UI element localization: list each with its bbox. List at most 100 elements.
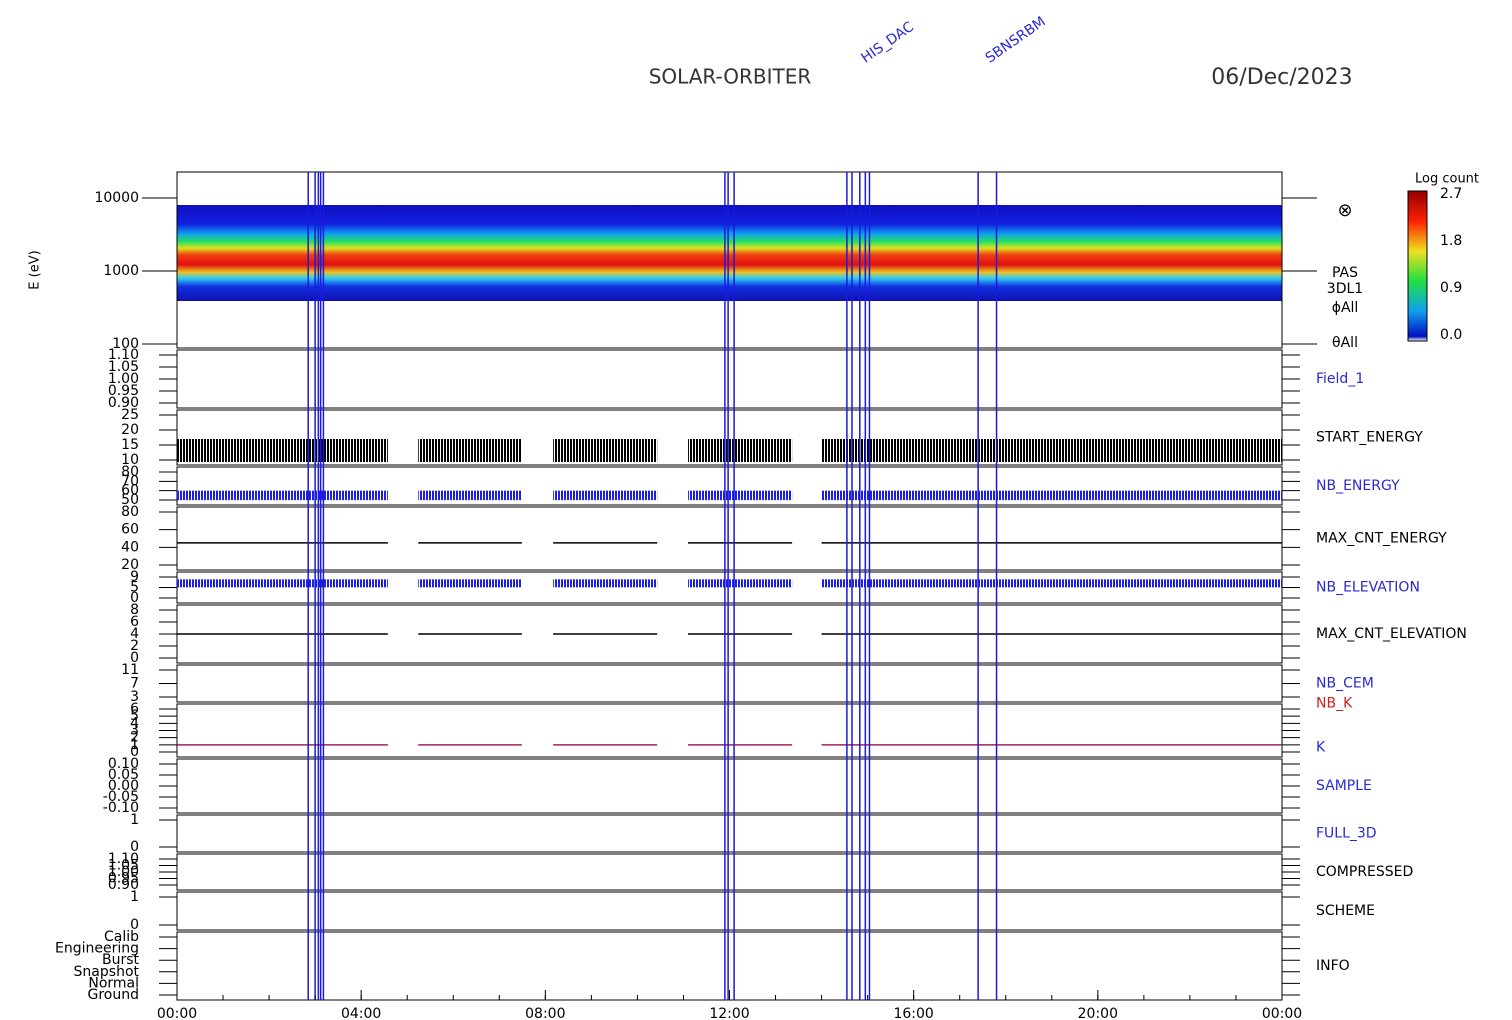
y-label: E (eV) bbox=[28, 250, 43, 289]
y-tick-label: -0.05 bbox=[103, 789, 139, 805]
trace bbox=[553, 579, 658, 588]
event-label: SBNSRBM bbox=[983, 14, 1049, 67]
spec-label: PAS bbox=[1332, 265, 1358, 281]
y-tick-label: 0 bbox=[130, 590, 139, 606]
spec-label: θAll bbox=[1332, 335, 1358, 351]
panel-label: MAX_CNT_ELEVATION bbox=[1316, 626, 1467, 642]
y-tick-label: 0 bbox=[130, 839, 139, 855]
trace bbox=[821, 490, 1282, 501]
y-tick-label: Normal bbox=[88, 975, 139, 991]
y-tick-label: 11 bbox=[121, 662, 139, 678]
panel-label: FULL_3D bbox=[1316, 826, 1377, 842]
panel-frame bbox=[176, 506, 1283, 571]
panel-frame bbox=[176, 171, 1283, 349]
y-tick-label: 20 bbox=[121, 557, 139, 573]
trace bbox=[177, 579, 388, 588]
y-tick-label: 20 bbox=[121, 422, 139, 438]
colorbar-tick: 0.9 bbox=[1440, 280, 1462, 296]
spec-label: 3DL1 bbox=[1327, 281, 1363, 297]
panel-frame bbox=[176, 703, 1283, 758]
panel-label: NB_CEM bbox=[1316, 676, 1374, 692]
panel-frame bbox=[176, 931, 1283, 1001]
event-label: HIS_DAC bbox=[858, 19, 917, 67]
y-tick-label: 6 bbox=[130, 614, 139, 630]
y-tick-label: 60 bbox=[121, 522, 139, 538]
y-tick-label: 1.10 bbox=[108, 851, 139, 867]
y-tick-label: 0.90 bbox=[108, 877, 139, 893]
panel-label: K bbox=[1316, 740, 1326, 756]
x-tick-label: 00:00 bbox=[157, 1006, 197, 1020]
panel-frame bbox=[176, 664, 1283, 703]
colorbar-title: Log count bbox=[1415, 172, 1479, 187]
x-tick-label: 00:00 bbox=[1262, 1006, 1302, 1020]
y-tick-label: Ground bbox=[88, 987, 140, 1003]
y-tick-label: 1.00 bbox=[108, 864, 139, 880]
colorbar bbox=[1407, 190, 1428, 342]
y-tick-label: 100 bbox=[112, 336, 139, 352]
y-tick-label: 9 bbox=[130, 569, 139, 585]
y-tick-label: 8 bbox=[130, 602, 139, 618]
y-tick-label: 0.00 bbox=[108, 778, 139, 794]
x-tick-label: 12:00 bbox=[709, 1006, 749, 1020]
panel-frame bbox=[176, 814, 1283, 853]
y-tick-label: 0.95 bbox=[108, 383, 139, 399]
y-tick-label: 7 bbox=[130, 676, 139, 692]
y-tick-label: 0.95 bbox=[108, 871, 139, 887]
panel-label: NB_ENERGY bbox=[1316, 478, 1400, 494]
panel-frame bbox=[176, 466, 1283, 506]
panel-label: SAMPLE bbox=[1316, 778, 1372, 794]
y-tick-label: Snapshot bbox=[74, 964, 140, 980]
trace bbox=[821, 439, 1282, 462]
y-tick-label: 2 bbox=[130, 730, 139, 746]
y-tick-label: 5 bbox=[130, 708, 139, 724]
y-tick-label: Engineering bbox=[55, 941, 139, 957]
y-tick-label: 10000 bbox=[94, 190, 139, 206]
y-tick-label: 0 bbox=[130, 744, 139, 760]
x-tick-label: 16:00 bbox=[893, 1006, 933, 1020]
trace bbox=[821, 579, 1282, 588]
panel-frame bbox=[176, 891, 1283, 931]
y-tick-label: 50 bbox=[121, 492, 139, 508]
y-tick-label: 1 bbox=[130, 812, 139, 828]
y-tick-label: 0.90 bbox=[108, 395, 139, 411]
panel-label: INFO bbox=[1316, 958, 1350, 974]
y-tick-label: 3 bbox=[130, 689, 139, 705]
date: 06/Dec/2023 bbox=[1211, 65, 1352, 90]
panel-label: NB_K bbox=[1316, 696, 1353, 712]
y-tick-label: 0 bbox=[130, 650, 139, 666]
y-tick-label: 1000 bbox=[103, 263, 139, 279]
x-tick-label: 04:00 bbox=[341, 1006, 381, 1020]
panel-label: SCHEME bbox=[1316, 903, 1375, 919]
spec-label: ϕAll bbox=[1332, 300, 1359, 316]
trace bbox=[688, 439, 793, 462]
title: SOLAR-ORBITER bbox=[649, 65, 812, 89]
y-tick-label: -0.10 bbox=[103, 800, 139, 816]
panel-label: NB_ELEVATION bbox=[1316, 580, 1420, 596]
panel-frame bbox=[176, 409, 1283, 466]
trace bbox=[177, 439, 388, 462]
trace bbox=[688, 490, 793, 501]
y-tick-label: 10 bbox=[121, 452, 139, 468]
y-tick-label: 60 bbox=[121, 483, 139, 499]
y-tick-label: 1.10 bbox=[108, 347, 139, 363]
y-tick-label: 80 bbox=[121, 464, 139, 480]
y-tick-label: Calib bbox=[104, 929, 139, 945]
y-tick-label: 1 bbox=[130, 889, 139, 905]
panel-label: Field_1 bbox=[1316, 371, 1364, 387]
y-tick-label: 6 bbox=[130, 701, 139, 717]
trace bbox=[553, 490, 658, 501]
panel-frame bbox=[176, 349, 1283, 409]
trace bbox=[553, 439, 658, 462]
y-tick-label: 0.05 bbox=[108, 767, 139, 783]
y-tick-label: 1 bbox=[130, 737, 139, 753]
y-tick-label: 70 bbox=[121, 473, 139, 489]
trace bbox=[688, 579, 793, 588]
panel-label: MAX_CNT_ENERGY bbox=[1316, 531, 1447, 547]
colorbar-tick: 0.0 bbox=[1440, 327, 1462, 343]
y-tick-label: 1.05 bbox=[108, 359, 139, 375]
trace bbox=[177, 490, 388, 501]
panel-frame bbox=[176, 853, 1283, 891]
colorbar-tick: 1.8 bbox=[1440, 233, 1462, 249]
spectrogram bbox=[177, 205, 1282, 301]
